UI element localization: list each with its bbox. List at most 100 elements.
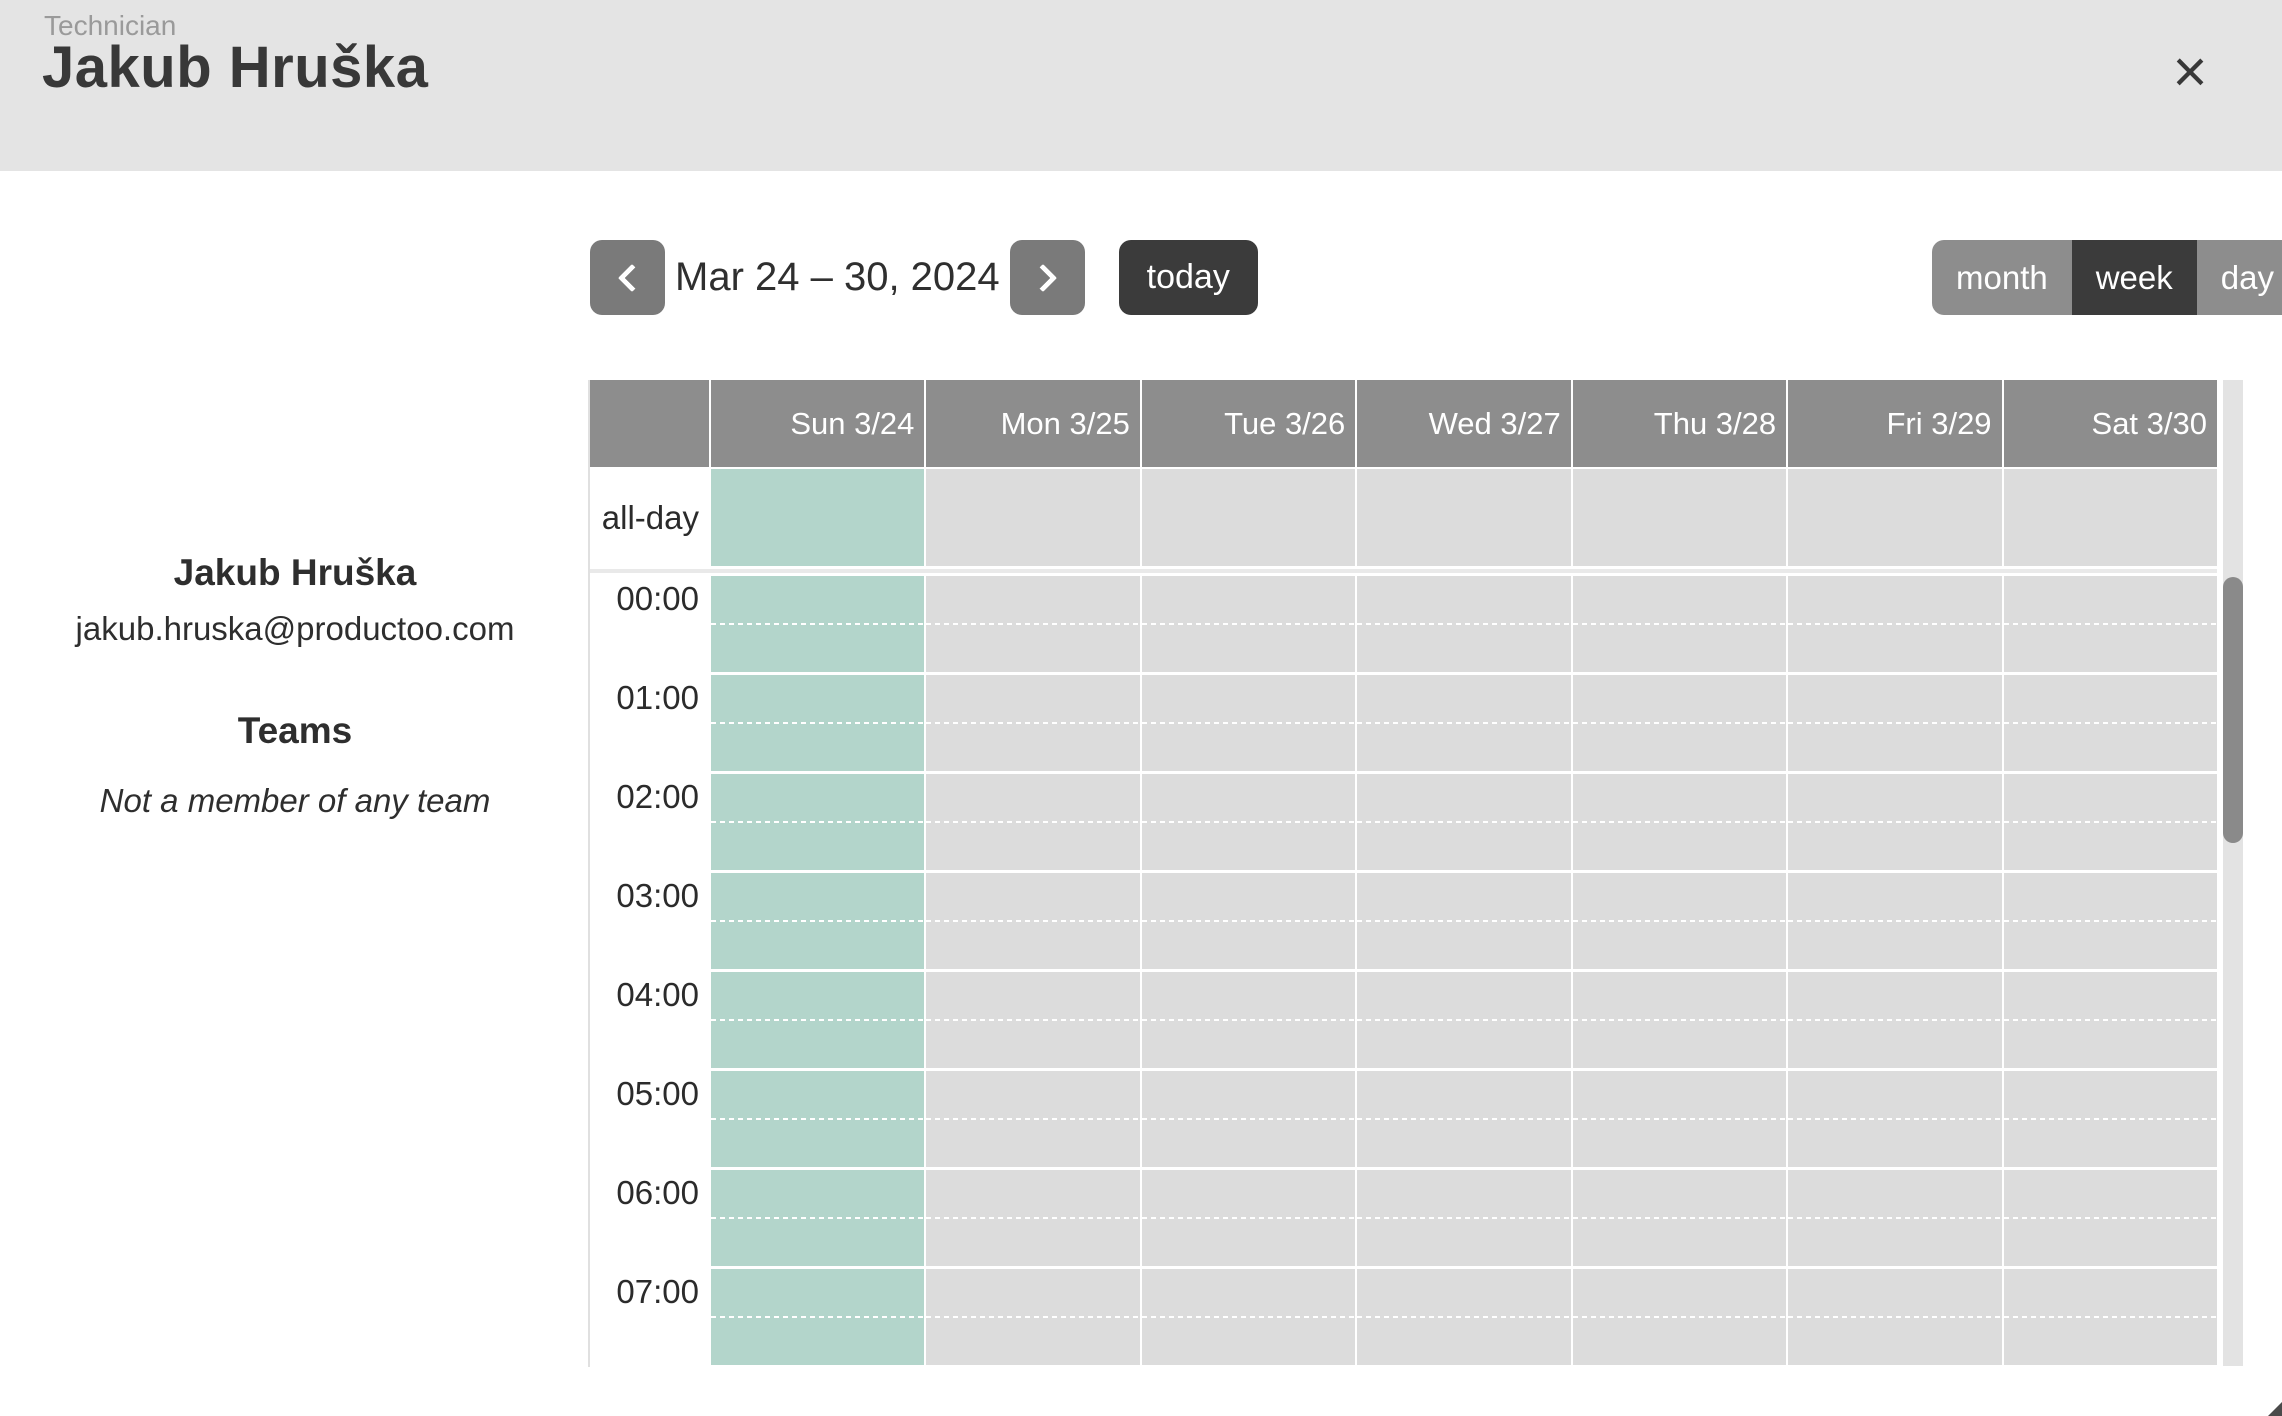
time-label: 02:00: [590, 774, 709, 870]
time-slot-cell: [711, 873, 925, 969]
time-slot-cell: [926, 1170, 1141, 1266]
technician-name: Jakub Hruška: [173, 552, 417, 593]
time-slot-cell: [926, 774, 1141, 870]
day-header-cell: Sun 3/24: [711, 380, 925, 467]
teams-empty-note: Not a member of any team: [99, 782, 491, 819]
hour-row: 02:00: [590, 774, 2217, 870]
time-slot-cell: [1141, 1170, 1356, 1266]
prev-week-button[interactable]: [590, 240, 665, 315]
time-slot-cell: [1357, 1071, 1572, 1167]
time-label: 06:00: [590, 1170, 709, 1266]
time-slot-cell: [2003, 774, 2217, 870]
time-slot-cell: [711, 1170, 925, 1266]
time-slot-cell: [1141, 774, 1356, 870]
time-slot-cell: [1572, 774, 1787, 870]
time-slot-cell: [1788, 873, 2002, 969]
close-icon: ×: [2172, 38, 2208, 105]
time-slot-cell: [1788, 1170, 2002, 1266]
all-day-row: all-day: [590, 469, 2217, 566]
view-button[interactable]: day: [2196, 240, 2282, 315]
time-slot-cell: [1357, 1170, 1572, 1266]
view-button[interactable]: month: [1932, 240, 2072, 315]
time-label: 03:00: [590, 873, 709, 969]
next-week-button[interactable]: [1009, 240, 1085, 315]
time-slot-cell: [1572, 873, 1787, 969]
all-day-cell: [1572, 469, 1787, 566]
chevron-right-icon: [1029, 263, 1058, 292]
time-slot-cell: [1141, 972, 1356, 1068]
time-slot-cell: [711, 774, 925, 870]
time-slot-cell: [2003, 576, 2217, 672]
time-slot-cell: [2003, 873, 2217, 969]
page-eyebrow: Technician: [44, 10, 177, 41]
today-button[interactable]: today: [1118, 240, 1258, 315]
calendar-title: Mar 24 – 30, 2024: [675, 255, 1000, 299]
time-slot-cell: [1572, 675, 1787, 771]
time-slot-cell: [1141, 1071, 1356, 1167]
time-label: 07:00: [590, 1269, 709, 1365]
view-toggle: month week day: [1932, 240, 2282, 315]
time-label: 00:00: [590, 576, 709, 672]
time-slot-cell: [1788, 1071, 2002, 1167]
hour-row: 03:00: [590, 873, 2217, 969]
chevron-left-icon: [617, 263, 646, 292]
day-header-cell: Fri 3/29: [1788, 380, 2002, 467]
hour-row: 07:00: [590, 1269, 2217, 1365]
time-slot-cell: [711, 1269, 925, 1365]
time-slot-cell: [1788, 972, 2002, 1068]
time-slot-cell: [711, 576, 925, 672]
time-slot-cell: [711, 675, 925, 771]
gutter-header-cell: [590, 380, 709, 467]
time-slot-cell: [711, 1071, 925, 1167]
time-slot-cell: [926, 873, 1141, 969]
time-slot-cell: [926, 675, 1141, 771]
time-label: 04:00: [590, 972, 709, 1068]
all-day-cell: [1788, 469, 2002, 566]
technician-email: jakub.hruska@productoo.com: [75, 610, 515, 647]
time-slot-cell: [711, 972, 925, 1068]
resize-grip-icon[interactable]: [2268, 1402, 2282, 1416]
time-slot-cell: [1788, 675, 2002, 771]
time-slot-cell: [1357, 972, 1572, 1068]
time-slot-cell: [1572, 1170, 1787, 1266]
time-slot-cell: [2003, 675, 2217, 771]
teams-heading: Teams: [237, 710, 353, 751]
time-slot-cell: [1788, 774, 2002, 870]
calendar-grid: Sun 3/24 Mon 3/25 Tue 3/26 Wed 3/27 Thu …: [588, 380, 2217, 1367]
hour-row: 01:00: [590, 675, 2217, 771]
time-slot-cell: [2003, 1170, 2217, 1266]
day-header-cell: Sat 3/30: [2003, 380, 2217, 467]
time-slot-cell: [1788, 576, 2002, 672]
time-slot-cell: [926, 972, 1141, 1068]
time-slot-cell: [1572, 576, 1787, 672]
hour-row: 04:00: [590, 972, 2217, 1068]
time-slot-cell: [1572, 972, 1787, 1068]
hour-row: 05:00: [590, 1071, 2217, 1167]
profile-panel: Jakub Hruška jakub.hruska@productoo.com …: [0, 552, 590, 820]
day-header-cell: Mon 3/25: [926, 380, 1140, 467]
page-title: Jakub Hruška: [42, 35, 429, 100]
page-header: Technician Jakub Hruška ×: [0, 0, 2282, 171]
time-slot-cell: [1141, 576, 1356, 672]
time-slot-cell: [1141, 675, 1356, 771]
calendar-scrollbar-thumb[interactable]: [2223, 577, 2243, 843]
time-slot-cell: [1788, 1269, 2002, 1365]
calendar-scrollbar-track[interactable]: [2223, 380, 2243, 1366]
hour-row: 06:00: [590, 1170, 2217, 1266]
all-day-cell: [2003, 469, 2217, 566]
time-slot-cell: [2003, 972, 2217, 1068]
day-header-cell: Wed 3/27: [1357, 380, 1571, 467]
time-slot-cell: [1141, 873, 1356, 969]
close-button[interactable]: ×: [2150, 30, 2230, 114]
time-slot-cell: [2003, 1269, 2217, 1365]
time-slot-cell: [926, 1071, 1141, 1167]
all-day-cell: [1357, 469, 1571, 566]
time-slot-cell: [1357, 675, 1572, 771]
day-header-cell: Thu 3/28: [1572, 380, 1787, 467]
time-label: 01:00: [590, 675, 709, 771]
time-slot-cell: [926, 576, 1141, 672]
all-day-cell: [1141, 469, 1356, 566]
time-slot-cell: [1357, 873, 1572, 969]
time-slot-cell: [1357, 1269, 1572, 1365]
view-button[interactable]: week: [2071, 240, 2197, 315]
